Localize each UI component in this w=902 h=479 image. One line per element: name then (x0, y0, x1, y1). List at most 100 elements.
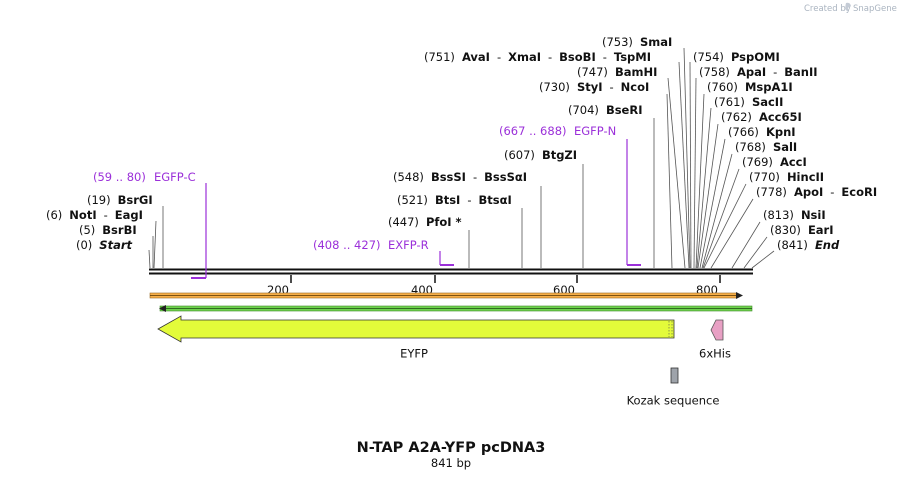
restriction-site-apai-banii[interactable]: (758) ApaI - BanII (699, 65, 818, 79)
primer-name: EGFP-N (574, 124, 616, 138)
restriction-site-bseri[interactable]: (704) BseRI (568, 103, 642, 117)
site-position: (751) (424, 50, 455, 64)
svg-text:(19)BsrGI: (19) BsrGI (87, 193, 153, 207)
site-lead-eari (743, 236, 768, 269)
site-position: (813) (763, 208, 794, 222)
svg-text:(747)BamHI: (747) BamHI (577, 65, 657, 79)
svg-text:(762)Acc65I: (762) Acc65I (721, 110, 802, 124)
site-position: (0) (76, 238, 92, 252)
site-lead-mspa1i (695, 93, 705, 269)
site-position: (747) (577, 65, 608, 79)
feature-6xhis[interactable]: 6xHis (699, 319, 731, 361)
restriction-site-apoi-ecori[interactable]: (778) ApoI - EcoRI (756, 185, 877, 199)
primer-egfp-n[interactable]: (667 .. 688) EGFP-N (499, 124, 641, 266)
restriction-site-acci[interactable]: (769) AccI (742, 155, 807, 169)
site-position: (753) (602, 35, 633, 49)
primer-name: EGFP-C (154, 170, 196, 184)
restriction-site-bamhi[interactable]: (747) BamHI (577, 65, 657, 79)
restriction-site-btgzi[interactable]: (607) BtgZI (504, 148, 577, 162)
site-separator: - (104, 208, 108, 222)
site-position: (521) (397, 193, 428, 207)
enzyme-name: EarI (808, 223, 834, 237)
svg-text:(751)AvaI-XmaI-BsoBI-TspMI: (751) AvaI - XmaI - BsoBI - TspMI (424, 50, 651, 64)
primer-range: (408 .. 427) (313, 238, 381, 252)
enzyme-name: NcoI (621, 80, 650, 94)
enzyme-name: EcoRI (841, 185, 877, 199)
restriction-site-bsssi-bsssi[interactable]: (548) BssSI - BssSαI (393, 170, 527, 184)
site-position: (762) (721, 110, 752, 124)
snapgene-brand: SnapGene (853, 4, 897, 14)
svg-text:(5)BsrBI: (5) BsrBI (79, 223, 137, 237)
restriction-site-avai-xmai-bsobi-tspmi[interactable]: (751) AvaI - XmaI - BsoBI - TspMI (424, 50, 651, 64)
site-lead-sacii (696, 107, 712, 269)
primer-exfp-r[interactable]: (408 .. 427) EXFP-R (313, 238, 454, 266)
site-position: (19) (87, 193, 111, 207)
site-position: (6) (46, 208, 62, 222)
svg-text:(0)Start: (0) Start (76, 238, 133, 252)
site-position: (778) (756, 185, 787, 199)
restriction-site-bsrbi[interactable]: (5) BsrBI (79, 223, 137, 237)
enzyme-name: KpnI (766, 125, 796, 139)
enzyme-name: BsrGI (118, 193, 153, 207)
svg-text:(548)BssSI-BssSαI: (548) BssSI - BssSαI (393, 170, 527, 184)
enzyme-name: ApaI (737, 65, 766, 79)
restriction-site-nsii[interactable]: (813) NsiI (763, 208, 826, 222)
svg-text:(830)EarI: (830) EarI (770, 223, 834, 237)
feature-kozak[interactable]: Kozak sequence (627, 367, 720, 408)
restriction-site-sali[interactable]: (768) SalI (735, 140, 797, 154)
restriction-site-acc65i[interactable]: (762) Acc65I (721, 110, 802, 124)
enzyme-name: BssSαI (484, 170, 527, 184)
site-position: (607) (504, 148, 535, 162)
enzyme-name: BtgZI (542, 148, 577, 162)
enzyme-name: End (815, 238, 840, 252)
svg-text:(769)AccI: (769) AccI (742, 155, 807, 169)
restriction-site-kpni[interactable]: (766) KpnI (728, 125, 796, 139)
enzyme-name: NotI (69, 208, 96, 222)
sequence-length: 841 bp (431, 456, 471, 470)
enzyme-name: Acc65I (759, 110, 802, 124)
restriction-site-styi-ncoi[interactable]: (730) StyI - NcoI (539, 80, 649, 94)
feature-eyfp[interactable]: EYFP (157, 315, 675, 361)
orf-forward-strand[interactable] (149, 292, 743, 299)
restriction-site-hincii[interactable]: (770) HincII (749, 170, 824, 184)
enzyme-name: BsoBI (559, 50, 596, 64)
snapgene-logo-icon (845, 2, 851, 11)
primer-egfp-c[interactable]: (59 .. 80) EGFP-C (93, 170, 207, 279)
restriction-site-noti-eagi[interactable]: (6) NotI - EagI (46, 208, 143, 222)
site-position: (769) (742, 155, 773, 169)
enzyme-name: NsiI (801, 208, 826, 222)
site-lead-acci (702, 168, 740, 269)
dna-backbone (149, 268, 753, 275)
restriction-site-btsi-btsi[interactable]: (521) BtsI - BtsαI (397, 193, 512, 207)
site-lead-smai (683, 47, 691, 269)
site-lead-start (148, 249, 151, 269)
svg-text:(754)PspOMI: (754) PspOMI (693, 50, 780, 64)
restriction-site-bsrgi[interactable]: (19) BsrGI (87, 193, 153, 207)
restriction-site-mspa1i[interactable]: (760) MspA1I (707, 80, 793, 94)
restriction-site-pfoi[interactable]: (447) PfoI * (388, 215, 462, 229)
restriction-site-smai[interactable]: (753) SmaI (602, 35, 672, 49)
site-position: (761) (714, 95, 745, 109)
restriction-site-sacii[interactable]: (761) SacII (714, 95, 783, 109)
site-lead-end (751, 250, 775, 269)
restriction-site-end[interactable]: (841) End (777, 238, 840, 252)
orf-reverse-strand[interactable] (159, 305, 753, 312)
site-lead-apoi-ecori (710, 198, 754, 269)
restriction-site-eari[interactable]: (830) EarI (770, 223, 834, 237)
site-position: (768) (735, 140, 766, 154)
primer-name: EXFP-R (388, 238, 429, 252)
site-lead-apai-banii (693, 77, 697, 269)
primer-range: (59 .. 80) (93, 170, 146, 184)
site-separator: - (467, 193, 471, 207)
svg-text:(447)PfoI *: (447) PfoI * (388, 215, 462, 229)
enzyme-name: SalI (773, 140, 797, 154)
enzyme-name: Start (99, 238, 132, 252)
site-separator: - (830, 185, 834, 199)
site-separator: - (603, 50, 607, 64)
site-position: (760) (707, 80, 738, 94)
enzyme-name: EagI (115, 208, 143, 222)
restriction-site-pspomi[interactable]: (754) PspOMI (693, 50, 780, 64)
svg-text:(778)ApoI-EcoRI: (778) ApoI - EcoRI (756, 185, 877, 199)
site-position: (770) (749, 170, 780, 184)
restriction-site-start[interactable]: (0) Start (76, 238, 133, 252)
